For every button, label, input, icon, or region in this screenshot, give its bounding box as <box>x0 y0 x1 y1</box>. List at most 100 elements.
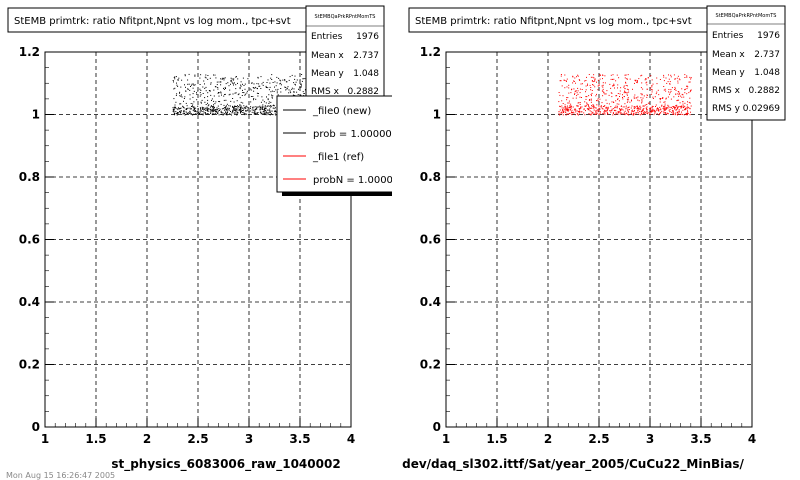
scatter-point <box>640 93 642 95</box>
scatter-point <box>563 107 565 109</box>
scatter-point <box>217 110 219 112</box>
scatter-point <box>636 80 638 82</box>
scatter-point <box>625 92 627 94</box>
scatter-point <box>574 109 576 111</box>
scatter-point <box>280 88 282 89</box>
scatter-point <box>215 109 217 110</box>
scatter-point <box>192 96 194 98</box>
ticks-left: 1 1.5 2 2.5 3 3.5 400.20.40.60.811.2 <box>19 45 355 446</box>
scatter-point <box>604 93 606 95</box>
scatter-point <box>613 85 614 87</box>
scatter-point <box>596 109 598 111</box>
scatter-point <box>250 101 252 103</box>
scatter-point <box>173 98 175 100</box>
scatter-point <box>194 84 196 86</box>
scatter-point <box>223 104 225 106</box>
scatter-point <box>684 89 686 91</box>
scatter-point <box>684 92 686 94</box>
scatter-point <box>239 87 241 89</box>
scatter-point <box>604 75 606 77</box>
scatter-point <box>182 105 184 107</box>
scatter-point <box>632 111 634 113</box>
scatter-point <box>651 86 653 88</box>
scatter-point <box>190 113 192 115</box>
scatter-point <box>621 108 623 110</box>
scatter-point <box>230 83 231 85</box>
scatter-point <box>598 83 600 85</box>
scatter-point <box>608 103 610 105</box>
scatter-point <box>175 94 177 96</box>
scatter-point <box>213 89 215 91</box>
scatter-point <box>224 93 226 95</box>
scatter-point <box>631 100 632 102</box>
scatter-point <box>646 108 648 110</box>
scatter-point <box>223 99 225 101</box>
scatter-point <box>623 111 625 113</box>
scatter-point <box>560 75 562 77</box>
scatter-point <box>286 88 288 90</box>
scatter-point <box>643 113 645 115</box>
scatter-point <box>228 105 230 107</box>
scatter-point <box>179 103 181 105</box>
scatter-point <box>243 113 245 115</box>
scatter-point <box>215 86 217 88</box>
scatter-point <box>198 113 200 115</box>
scatter-point <box>172 110 174 112</box>
scatter-point <box>559 106 561 108</box>
scatter-point <box>228 108 230 109</box>
scatter-point <box>668 109 670 111</box>
scatter-points-right <box>558 74 692 116</box>
scatter-point <box>646 106 648 108</box>
scatter-point <box>274 81 276 83</box>
scatter-point <box>591 112 593 114</box>
scatter-point <box>676 100 678 102</box>
scatter-point <box>291 74 293 76</box>
scatter-point <box>199 113 201 114</box>
scatter-point <box>651 91 653 93</box>
scatter-point <box>241 95 243 96</box>
scatter-point <box>598 84 600 86</box>
scatter-point <box>591 107 592 109</box>
scatter-point <box>669 81 671 83</box>
scatter-point <box>647 102 649 104</box>
scatter-point <box>233 108 235 110</box>
scatter-point <box>274 110 276 112</box>
scatter-point <box>223 108 225 109</box>
scatter-point <box>632 88 633 90</box>
scatter-point <box>179 108 181 110</box>
scatter-point <box>569 105 571 107</box>
scatter-point <box>588 95 590 97</box>
scatter-point <box>586 102 588 104</box>
scatter-point <box>172 80 174 81</box>
scatter-point <box>200 110 202 112</box>
scatter-point <box>178 77 180 79</box>
scatter-point <box>197 105 199 107</box>
scatter-point <box>682 109 684 111</box>
scatter-point <box>233 78 235 80</box>
scatter-point <box>229 113 231 115</box>
scatter-point <box>593 77 595 79</box>
scatter-point <box>577 114 579 116</box>
scatter-point <box>185 109 187 110</box>
xlabel-right: dev/daq_sl302.ittf/Sat/year_2005/CuCu22_… <box>402 457 744 472</box>
scatter-point <box>217 88 219 90</box>
scatter-point <box>300 83 302 85</box>
scatter-point <box>629 101 631 103</box>
scatter-point <box>209 77 211 79</box>
scatter-point <box>245 113 247 115</box>
scatter-point <box>211 98 213 100</box>
scatter-point <box>568 102 570 104</box>
scatter-point <box>635 112 637 113</box>
scatter-point <box>613 78 615 80</box>
scatter-point <box>675 106 677 108</box>
scatter-point <box>637 96 639 98</box>
scatter-point <box>224 113 226 115</box>
scatter-point <box>193 109 195 111</box>
scatter-point <box>257 77 259 79</box>
scatter-point <box>210 106 211 108</box>
scatter-point <box>651 79 653 81</box>
scatter-point <box>276 92 278 94</box>
scatter-point <box>602 90 604 92</box>
scatter-point <box>680 113 682 115</box>
scatter-point <box>268 89 270 91</box>
